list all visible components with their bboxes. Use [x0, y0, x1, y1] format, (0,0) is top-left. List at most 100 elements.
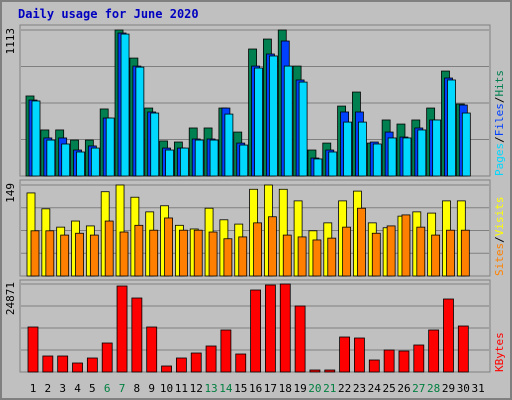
legend-entry: Sites — [493, 243, 506, 276]
bar — [446, 229, 455, 277]
bar — [358, 121, 367, 177]
bar — [61, 143, 71, 177]
bar — [60, 234, 70, 277]
bar — [75, 232, 84, 277]
bar — [205, 345, 217, 373]
bar — [313, 158, 323, 177]
bar — [417, 129, 427, 177]
legend: Pages/Files/Hits — [493, 70, 506, 176]
x-tick-label: 19 — [293, 382, 306, 395]
legend-entry: Hits — [493, 70, 506, 97]
legend-entry: Pages — [493, 143, 506, 176]
bar — [283, 65, 293, 177]
bar — [386, 225, 396, 277]
x-tick-label: 10 — [160, 382, 173, 395]
bar — [223, 238, 233, 277]
bar — [354, 337, 365, 373]
bar — [224, 113, 234, 177]
y-tick-label: 24871 — [4, 282, 17, 315]
bar — [101, 342, 113, 373]
bar — [220, 329, 232, 373]
bar — [328, 151, 338, 177]
x-tick-label: 9 — [148, 382, 155, 395]
x-tick-label: 26 — [397, 382, 410, 395]
bar — [178, 229, 188, 277]
legend: Sites/Visits — [493, 197, 506, 277]
bar — [105, 117, 115, 177]
bar — [268, 216, 277, 277]
bar — [265, 284, 276, 373]
bar — [416, 226, 426, 277]
bar — [208, 231, 218, 277]
bar — [190, 352, 202, 373]
x-tick-label: 20 — [308, 382, 321, 395]
bar — [309, 369, 321, 373]
bar — [209, 139, 219, 177]
bar — [46, 139, 56, 177]
x-tick-label: 23 — [353, 382, 366, 395]
x-tick-label: 13 — [204, 382, 217, 395]
bar — [372, 143, 382, 177]
bar — [387, 137, 397, 177]
bar — [239, 144, 249, 177]
chart-title: Daily usage for June 2020 — [18, 7, 199, 21]
y-tick-label: 1113 — [4, 28, 17, 55]
x-tick-label: 16 — [249, 382, 262, 395]
bar — [161, 365, 172, 373]
x-tick-label: 8 — [134, 382, 141, 395]
bar — [131, 297, 143, 373]
bar — [150, 112, 160, 177]
bar — [269, 55, 278, 177]
bar — [371, 232, 381, 277]
bar — [57, 355, 69, 373]
bar — [460, 229, 470, 277]
legend-entry: Visits — [493, 197, 506, 237]
legend: KBytes — [493, 332, 506, 372]
x-tick-label: 29 — [442, 382, 455, 395]
x-tick-label: 24 — [368, 382, 382, 395]
bar — [119, 231, 129, 277]
x-tick-label: 30 — [457, 382, 470, 395]
bar — [27, 326, 39, 373]
x-tick-label: 7 — [119, 382, 126, 395]
bar — [164, 217, 173, 277]
bar — [432, 119, 442, 177]
x-tick-label: 11 — [175, 382, 188, 395]
x-tick-label: 15 — [234, 382, 247, 395]
bar — [146, 326, 158, 373]
legend-separator: / — [493, 136, 506, 143]
bar — [104, 220, 114, 277]
bar — [30, 230, 40, 277]
x-tick-label: 21 — [323, 382, 336, 395]
legend-separator: / — [493, 97, 506, 104]
bar — [402, 137, 412, 177]
x-tick-label: 25 — [383, 382, 396, 395]
bar — [298, 81, 308, 177]
bar — [327, 237, 337, 277]
x-tick-label: 14 — [219, 382, 233, 395]
bar — [431, 234, 441, 277]
x-tick-label: 12 — [190, 382, 203, 395]
bar — [461, 112, 471, 177]
bar — [401, 214, 411, 277]
x-tick-label: 4 — [74, 382, 81, 395]
bar — [457, 325, 469, 373]
bar — [324, 369, 336, 373]
bar — [238, 236, 248, 277]
bar — [294, 305, 306, 373]
bar — [175, 357, 187, 373]
bar — [357, 207, 366, 277]
bar — [149, 229, 159, 277]
x-tick-label: 22 — [338, 382, 351, 395]
bar — [413, 344, 425, 373]
x-tick-label: 18 — [279, 382, 292, 395]
bar — [194, 139, 204, 177]
bar — [89, 234, 99, 277]
bar — [90, 147, 100, 177]
bar — [282, 234, 292, 277]
x-tick-label: 1 — [30, 382, 37, 395]
bar — [72, 362, 83, 373]
bar — [45, 230, 55, 277]
